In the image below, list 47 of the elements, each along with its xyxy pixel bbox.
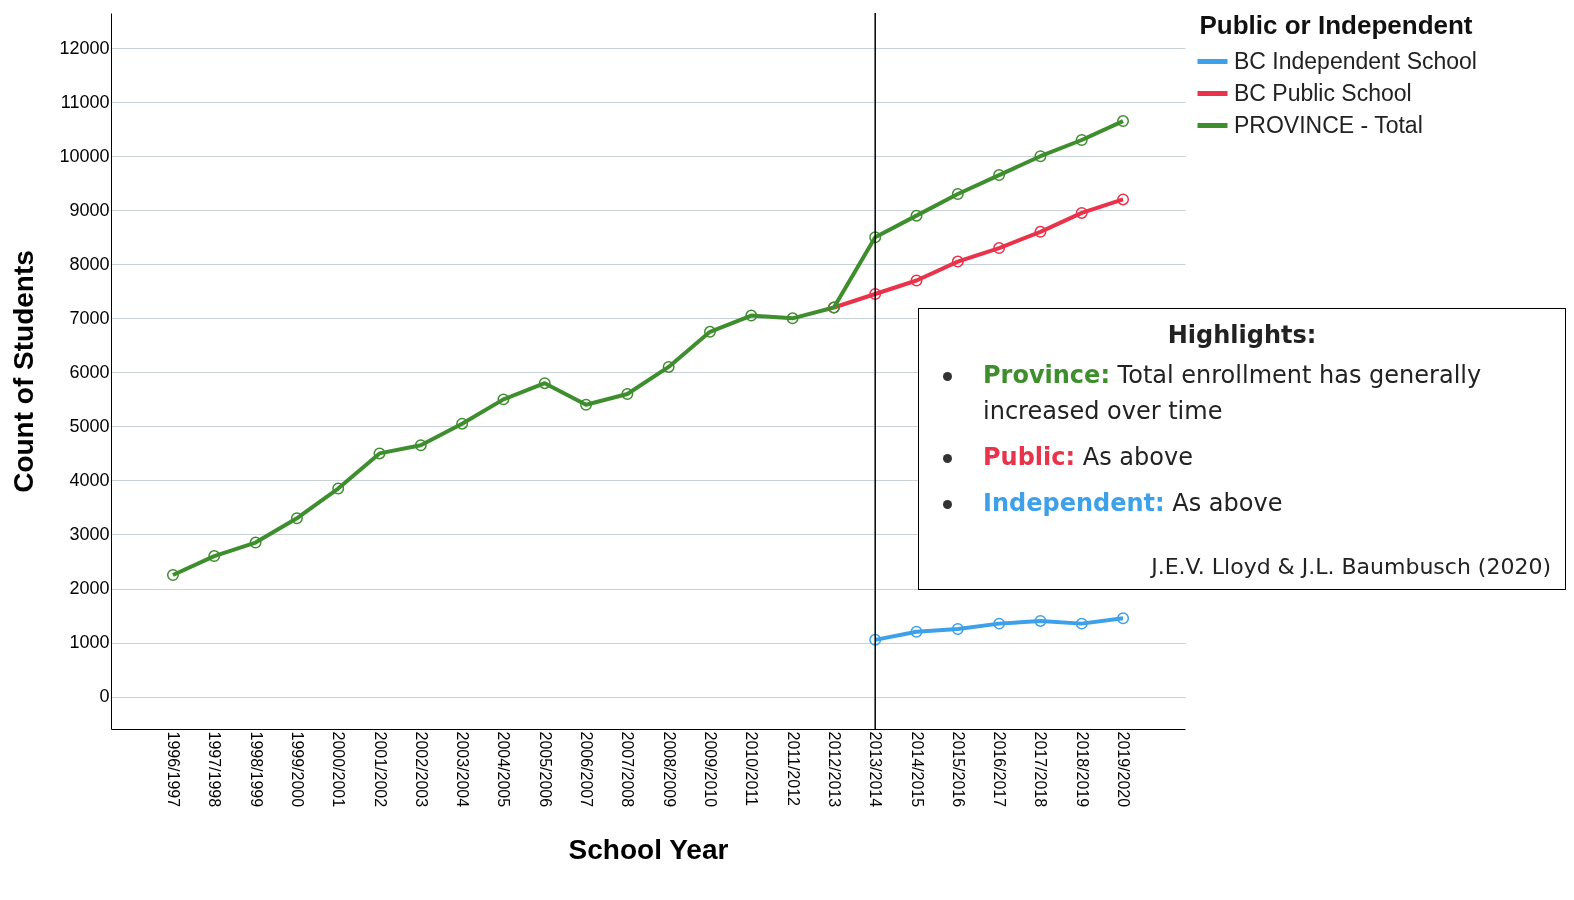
- annotation: Public: As above: [982, 442, 1194, 473]
- legend-label: BC Public School: [1234, 79, 1412, 106]
- x-tick-label: 2003/2004: [454, 731, 472, 808]
- y-tick-label: 3000: [69, 523, 110, 544]
- x-tick-label: 2019/2020: [1115, 731, 1133, 808]
- y-tick-label: 10000: [59, 145, 110, 166]
- x-tick-label: 2002/2003: [412, 731, 430, 808]
- y-tick-label: 4000: [69, 469, 110, 490]
- x-tick-label: 2005/2006: [536, 731, 554, 808]
- legend-label: PROVINCE - Total: [1234, 111, 1423, 138]
- x-tick-label: 1997/1998: [206, 731, 224, 808]
- x-tick-label: 2008/2009: [660, 731, 678, 808]
- x-tick-label: 2007/2008: [619, 731, 637, 808]
- x-tick-label: 2015/2016: [949, 731, 967, 808]
- annotation: Province: Total enrollment has generally increased over time: [982, 360, 1483, 427]
- y-tick-label: 12000: [59, 37, 110, 58]
- x-tick-label: 1998/1999: [247, 731, 265, 808]
- y-tick-label: 6000: [69, 361, 110, 382]
- x-tick-label: 2014/2015: [908, 731, 926, 808]
- x-tick-label: 1999/2000: [288, 731, 306, 808]
- legend-label: BC Independent School: [1234, 47, 1477, 74]
- annotation: Independent: As above: [982, 488, 1284, 519]
- x-tick-label: 2001/2002: [371, 731, 389, 808]
- y-tick-label: 7000: [69, 307, 110, 328]
- x-tick-label: 2004/2005: [495, 731, 513, 808]
- y-tick-label: 1000: [69, 632, 110, 653]
- y-tick-label: 11000: [60, 91, 110, 112]
- x-tick-label: 2012/2013: [825, 731, 843, 808]
- x-tick-label: 2006/2007: [578, 731, 596, 808]
- y-axis-title: Count of Students: [8, 250, 40, 493]
- highlights-box: Highlights: Province: Total enrollment has generally increased over time Public: As above Independent: As above J.E.V. Lloyd & J.L. Baumbusch (2020): [918, 308, 1566, 590]
- x-tick-label: 2010/2011: [743, 731, 761, 807]
- y-tick-label: 9000: [69, 199, 110, 220]
- x-tick-label: 2017/2018: [1032, 731, 1050, 808]
- legend-title: Public or Independent: [1199, 10, 1473, 40]
- x-tick-label: 1996/1997: [164, 731, 182, 808]
- y-tick-label: 2000: [69, 578, 110, 598]
- y-tick-label: 0: [99, 686, 110, 707]
- x-tick-label: 2016/2017: [991, 731, 1009, 808]
- y-tick-label: 8000: [69, 253, 110, 274]
- x-tick-label: 2011/2012: [784, 731, 802, 807]
- x-tick-label: 2000/2001: [330, 731, 348, 808]
- x-tick-label: 2013/2014: [867, 731, 885, 808]
- y-tick-label: 5000: [69, 415, 110, 436]
- x-axis-title: School Year: [568, 834, 729, 866]
- x-tick-label: 2018/2019: [1073, 731, 1091, 808]
- x-tick-label: 2009/2010: [701, 731, 719, 808]
